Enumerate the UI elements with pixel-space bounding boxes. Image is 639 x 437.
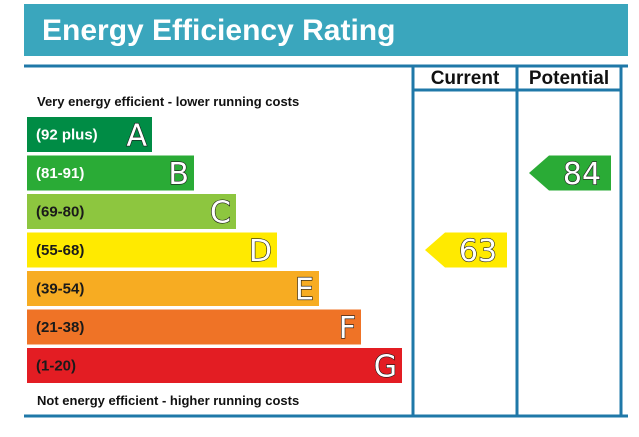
band-a-range: (92 plus): [36, 127, 98, 144]
current-rating-value: 63: [459, 234, 497, 269]
current-rating-arrow: [425, 232, 507, 268]
band-g-letter: G: [374, 350, 397, 385]
band-a-bar: [27, 117, 152, 152]
band-c-bar: [27, 194, 236, 229]
header-banner: Energy Efficiency Rating: [24, 4, 628, 56]
band-f-range: (21-38): [36, 319, 84, 336]
top-caption: Very energy efficient - lower running co…: [37, 94, 299, 109]
bottom-caption: Not energy efficient - higher running co…: [37, 393, 299, 408]
band-e-bar: [27, 271, 319, 306]
potential-rating-arrow: [529, 155, 611, 191]
potential-rating-value: 84: [563, 157, 601, 192]
band-f-bar: [27, 309, 361, 345]
potential-column-header: Potential: [529, 68, 609, 89]
band-a-letter: A: [126, 119, 147, 154]
band-d-range: (55-68): [36, 242, 84, 259]
band-d-bar: [27, 232, 277, 268]
band-f-letter: F: [339, 311, 356, 346]
chart-title: Energy Efficiency Rating: [42, 14, 396, 47]
band-e-letter: E: [295, 273, 314, 308]
band-g-bar: [27, 348, 402, 383]
band-b-letter: B: [168, 157, 189, 192]
current-column-header: Current: [431, 68, 500, 89]
band-b-bar: [27, 155, 194, 191]
band-c-letter: C: [210, 196, 231, 231]
band-d-letter: D: [249, 234, 272, 269]
band-b-range: (81-91): [36, 165, 84, 182]
band-g-range: (1-20): [36, 358, 76, 375]
rating-bands: (92 plus) A (81-91) B (69-80) C (55-68) D (39-54…: [27, 117, 402, 385]
band-c-range: (69-80): [36, 204, 84, 221]
band-e-range: (39-54): [36, 281, 84, 298]
rating-markers: 63 84: [425, 155, 611, 270]
